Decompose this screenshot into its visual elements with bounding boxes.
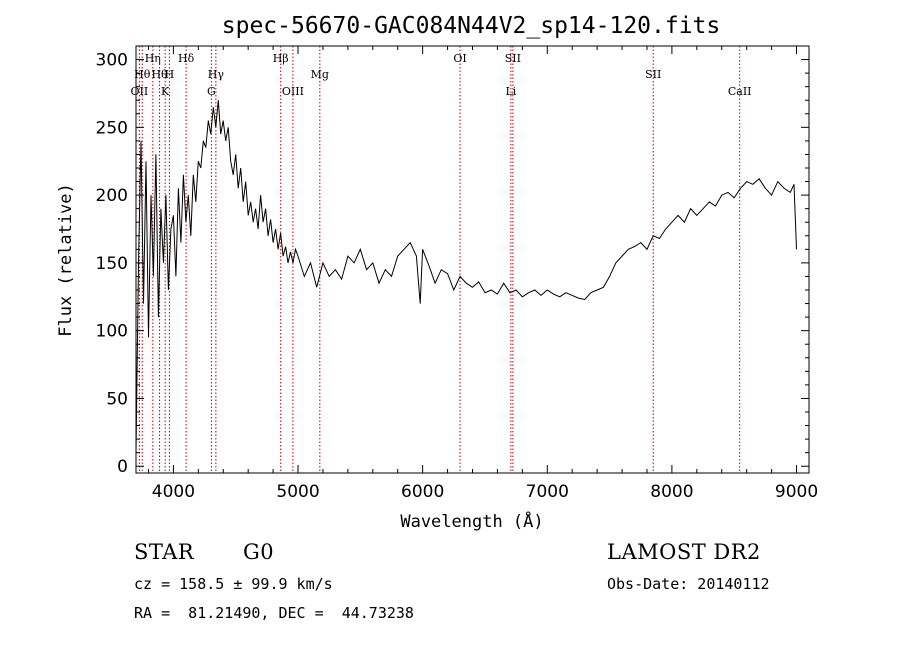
object-subclass: G0 <box>243 540 275 564</box>
spectral-line-label: Hγ <box>208 68 225 81</box>
spectral-line-label: Mg <box>311 68 329 81</box>
y-tick-label: 0 <box>117 457 128 477</box>
redshift-cz: cz = 158.5 ± 99.9 km/s <box>134 575 333 593</box>
x-tick-label: 4000 <box>152 482 195 502</box>
x-tick-label: 6000 <box>401 482 444 502</box>
spectral-line-label: K <box>161 85 170 98</box>
observation-date: Obs-Date: 20140112 <box>607 575 770 593</box>
x-tick-label: 9000 <box>775 482 818 502</box>
spectral-line-label: CaII <box>728 85 752 98</box>
spectral-line-label: Hθ <box>134 68 151 81</box>
spectral-line-label: OI <box>453 52 466 65</box>
spectrum-line <box>135 100 797 453</box>
y-tick-label: 300 <box>96 51 128 71</box>
y-axis-ticks: 0 50 100 150 200 250 300 <box>96 51 809 477</box>
x-tick-label: 5000 <box>276 482 319 502</box>
spectral-line-label: Hθ <box>151 68 168 81</box>
spectral-line-label: Li <box>505 85 516 98</box>
y-axis-label: Flux (relative) <box>56 183 76 337</box>
plot-frame <box>135 45 810 474</box>
survey-name: LAMOST DR2 <box>607 540 761 564</box>
spectral-line-label: SII <box>505 52 521 65</box>
spectral-line-label: OII <box>131 85 149 98</box>
spectral-line-label: Hδ <box>178 52 195 65</box>
spectral-line-label: G <box>207 85 216 98</box>
x-axis-ticks: 4000 5000 6000 7000 8000 9000 <box>147 46 818 502</box>
x-tick-label: 7000 <box>526 482 569 502</box>
y-tick-label: 100 <box>96 322 128 342</box>
y-tick-label: 200 <box>96 186 128 206</box>
object-class: STAR <box>134 540 195 564</box>
spectral-line-label: H <box>165 68 175 81</box>
y-tick-label: 150 <box>96 254 128 274</box>
x-axis-label: Wavelength (Å) <box>400 510 543 532</box>
y-tick-label: 50 <box>106 389 128 409</box>
chart-title: spec-56670-GAC084N44V2_sp14-120.fits <box>222 13 721 39</box>
y-tick-label: 250 <box>96 118 128 138</box>
spectral-line-label: Hη <box>145 52 161 65</box>
ra-dec-coordinates: RA = 81.21490, DEC = 44.73238 <box>134 604 414 622</box>
spectral-line-label: SII <box>645 68 661 81</box>
x-tick-label: 8000 <box>650 482 693 502</box>
spectral-line-label: Hβ <box>273 52 289 65</box>
spectral-line-label: OIII <box>282 85 304 98</box>
